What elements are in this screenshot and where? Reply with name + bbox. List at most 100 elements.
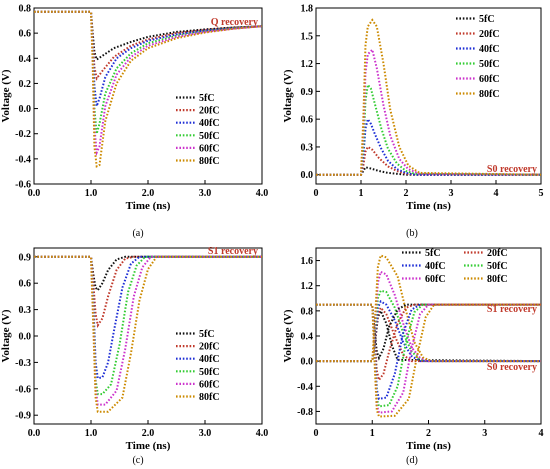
panel-caption: (c) [132, 455, 143, 466]
legend-label: 60fC [425, 274, 446, 285]
x-tick-label: 2 [404, 188, 409, 199]
x-tick-label: 5 [539, 188, 544, 199]
series-line-80fC [34, 10, 262, 168]
y-tick-label: 1.6 [301, 256, 314, 267]
series-line-80fC [34, 255, 262, 413]
x-tick-label: 2 [426, 428, 431, 439]
plot-frame [315, 7, 542, 185]
x-tick-label: 1 [370, 428, 375, 439]
series-group [316, 18, 541, 176]
y-tick-label: -0.6 [15, 384, 31, 395]
y-tick-label: 1.5 [301, 31, 314, 42]
x-tick-label: 1 [359, 188, 364, 199]
legend-label: 60fC [199, 143, 220, 154]
series-line-50fC [316, 82, 541, 176]
x-axis-label: Time (ns) [406, 440, 451, 452]
series-line-20fC-s1 [316, 303, 541, 383]
y-tick-label: 0.3 [19, 305, 32, 316]
legend-label: 20fC [199, 342, 220, 353]
chart-panel-c: 0.0 1.0 2.0 3.0 4.0 -0.9 -0.6 -0.3 0.0 0.3 0.6 0.9 T… [0, 246, 268, 466]
legend-label: 40fC [479, 44, 500, 55]
x-tick-label: 0 [314, 188, 319, 199]
legend-label: 50fC [199, 131, 220, 142]
y-tick-label: 0.2 [19, 79, 32, 90]
y-tick-label: -0.4 [297, 382, 313, 393]
x-axis-label: Time (ns) [126, 200, 171, 212]
series-line-60fC [34, 255, 262, 406]
series-line-40fC-s1 [316, 303, 541, 401]
legend-label: 40fC [425, 261, 446, 272]
plot-frame [33, 247, 263, 425]
series-group [316, 254, 541, 418]
legend-label: 20fC [479, 29, 500, 40]
series-line-80fC-s1 [316, 303, 541, 418]
x-tick-label: 4 [494, 188, 499, 199]
legend-label: 50fC [487, 261, 508, 272]
legend-label: 80fC [487, 274, 508, 285]
legend-label: 80fC [199, 156, 220, 167]
y-tick-label: 0.6 [19, 29, 32, 40]
x-tick-label: 4 [539, 428, 544, 439]
y-tick-label: 0.9 [301, 87, 314, 98]
legend-label: 5fC [425, 248, 441, 259]
y-tick-label: -0.8 [297, 407, 313, 418]
legend-label: 40fC [199, 118, 220, 129]
legend-label: 50fC [479, 59, 500, 70]
series-line-40fC [316, 116, 541, 176]
legend-label: 80fC [479, 89, 500, 100]
plot-frame [33, 7, 263, 185]
series-line-50fC-s1 [316, 303, 541, 408]
x-tick-label: 2.0 [142, 428, 155, 439]
legend-label: 20fC [199, 106, 220, 117]
y-tick-label: 0.0 [19, 332, 32, 343]
x-tick-label: 3.0 [199, 428, 212, 439]
y-tick-label: 0.0 [301, 170, 314, 181]
x-tick-label: 3.0 [199, 188, 212, 199]
y-tick-label: 0.4 [19, 54, 32, 65]
series-line-60fC-s1 [316, 303, 541, 414]
x-tick-label: 3 [449, 188, 454, 199]
y-axis-label: Voltage (V) [0, 309, 12, 362]
recovery-annotation: S0 recovery [487, 164, 537, 175]
x-tick-label: 1.0 [85, 188, 98, 199]
y-tick-label: 0.0 [301, 357, 314, 368]
series-line-5fC-s0 [316, 308, 541, 363]
recovery-annotation: S1 recovery [208, 246, 258, 257]
y-tick-label: 0.8 [301, 306, 314, 317]
x-tick-label: 0.0 [28, 188, 41, 199]
y-axis-label: Voltage (V) [0, 69, 12, 122]
series-group [34, 10, 262, 168]
panel-caption: (a) [132, 228, 143, 239]
y-axis-label: Voltage (V) [282, 309, 294, 362]
y-tick-label: 0.4 [301, 332, 314, 343]
series-line-60fC-s0 [316, 270, 541, 363]
y-tick-label: 0.6 [19, 279, 32, 290]
chart-panel-d: 0 1 2 3 4 -0.8 -0.4 0.0 0.4 0.8 1.2 1.6 Time (ns) Vol… [282, 247, 544, 466]
legend-label: 60fC [199, 379, 220, 390]
panel-caption: (d) [406, 455, 418, 466]
legend-label: 60fC [479, 74, 500, 85]
x-tick-label: 0.0 [28, 428, 41, 439]
y-axis-label: Voltage (V) [282, 69, 294, 122]
x-axis-label: Time (ns) [126, 440, 171, 452]
chart-panel-b: 0 1 2 3 4 5 0.0 0.3 0.6 0.9 1.2 1.5 1.8 Time (ns) Volt… [282, 4, 544, 240]
x-tick-label: 2.0 [142, 188, 155, 199]
series-line-50fC [34, 255, 262, 396]
series-group [34, 255, 262, 413]
legend-label: 80fC [199, 392, 220, 403]
y-tick-label: 1.2 [301, 59, 314, 70]
y-tick-label: -0.6 [15, 180, 31, 191]
x-tick-label: 4.0 [256, 428, 269, 439]
recovery-annotation: S1 recovery [487, 304, 537, 315]
y-tick-label: -0.4 [15, 154, 31, 165]
y-tick-label: 1.8 [301, 4, 314, 15]
y-tick-label: -0.3 [15, 358, 31, 369]
x-tick-label: 1.0 [85, 428, 98, 439]
recovery-annotation: Q recovery [211, 17, 258, 28]
y-tick-label: -0.9 [15, 411, 31, 422]
panel-caption: (b) [406, 228, 418, 239]
